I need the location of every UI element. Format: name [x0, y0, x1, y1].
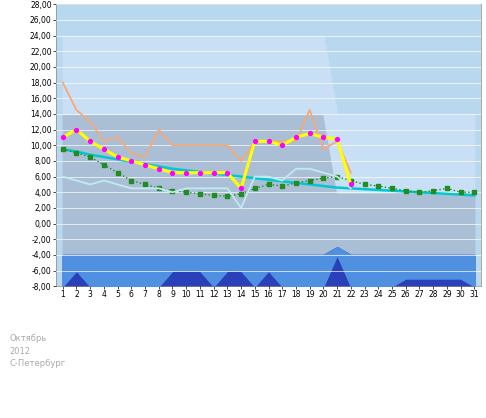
Text: Октябрь
2012
С-Петербург: Октябрь 2012 С-Петербург [10, 334, 66, 368]
